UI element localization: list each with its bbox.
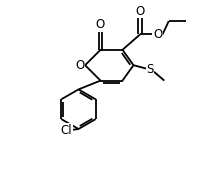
Text: Cl: Cl	[61, 124, 72, 137]
Text: O: O	[96, 18, 105, 31]
Text: O: O	[153, 28, 162, 41]
Text: O: O	[136, 5, 145, 18]
Text: S: S	[146, 63, 154, 76]
Text: O: O	[75, 59, 84, 72]
